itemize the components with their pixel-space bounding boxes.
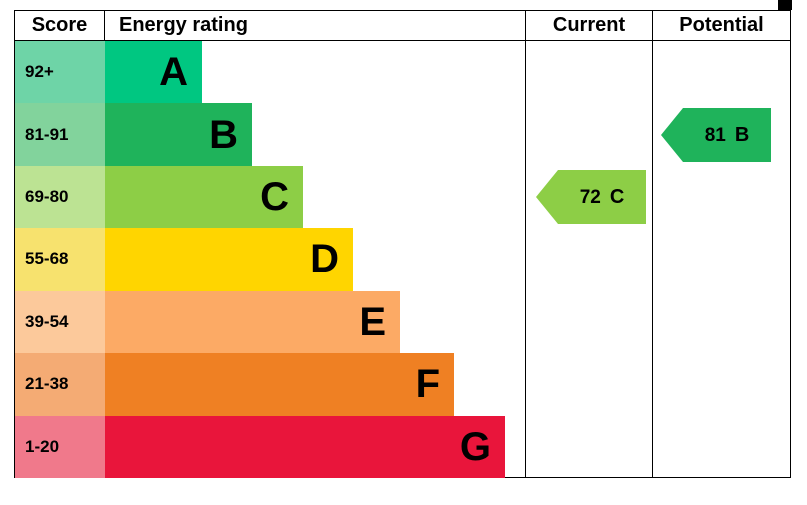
band-letter-f: F [415, 362, 440, 407]
score-range-d: 55-68 [15, 228, 105, 291]
current-rating-arrow: 72 C [536, 170, 646, 224]
band-letter-g: G [459, 424, 491, 469]
band-bar-d: D [105, 228, 353, 291]
score-range-f: 21-38 [15, 353, 105, 416]
corner-artifact [778, 0, 792, 10]
current-rating-letter: C [609, 185, 625, 208]
current-rating-value: 72 [579, 186, 601, 208]
header-energy-rating: Energy rating [105, 11, 526, 40]
band-bar-f: F [105, 353, 454, 416]
score-range-b: 81-91 [15, 103, 105, 166]
score-range-e: 39-54 [15, 290, 105, 354]
band-letter-e: E [359, 299, 386, 344]
band-row-e: 39-54 E [15, 290, 790, 354]
band-bar-a: A [105, 41, 202, 104]
band-row-g: 1-20 G [15, 415, 790, 478]
band-letter-d: D [310, 237, 339, 282]
band-row-b: 81-91 B [15, 103, 790, 166]
divider-potential-column [652, 41, 653, 478]
band-bar-b: B [105, 103, 252, 166]
epc-rating-chart: Score Energy rating Current Potential 92… [14, 10, 791, 478]
header-score: Score [15, 11, 105, 40]
band-bar-e: E [105, 290, 400, 354]
header-current: Current [526, 11, 653, 40]
band-row-c: 69-80 C [15, 165, 790, 229]
band-letter-a: A [159, 50, 188, 95]
band-row-a: 92+ A [15, 41, 790, 104]
potential-rating-letter: B [734, 123, 750, 146]
score-range-g: 1-20 [15, 415, 105, 478]
band-row-d: 55-68 D [15, 228, 790, 291]
score-range-a: 92+ [15, 41, 105, 104]
band-letter-b: B [209, 112, 238, 157]
band-bar-c: C [105, 165, 303, 229]
header-potential: Potential [679, 14, 764, 36]
band-letter-c: C [260, 175, 289, 220]
potential-rating-arrow: 81 B [661, 108, 771, 162]
band-bar-g: G [105, 415, 505, 478]
potential-rating-text: 81 B [705, 124, 750, 147]
chart-header: Score Energy rating Current Potential [15, 11, 790, 41]
chart-body: 92+ A 81-91 B 69-80 C 55-68 D 39-54 E 21… [15, 41, 790, 478]
score-range-c: 69-80 [15, 165, 105, 229]
current-rating-text: 72 C [580, 186, 625, 209]
potential-rating-value: 81 [704, 124, 726, 146]
band-row-f: 21-38 F [15, 353, 790, 416]
divider-current-column [525, 41, 526, 478]
